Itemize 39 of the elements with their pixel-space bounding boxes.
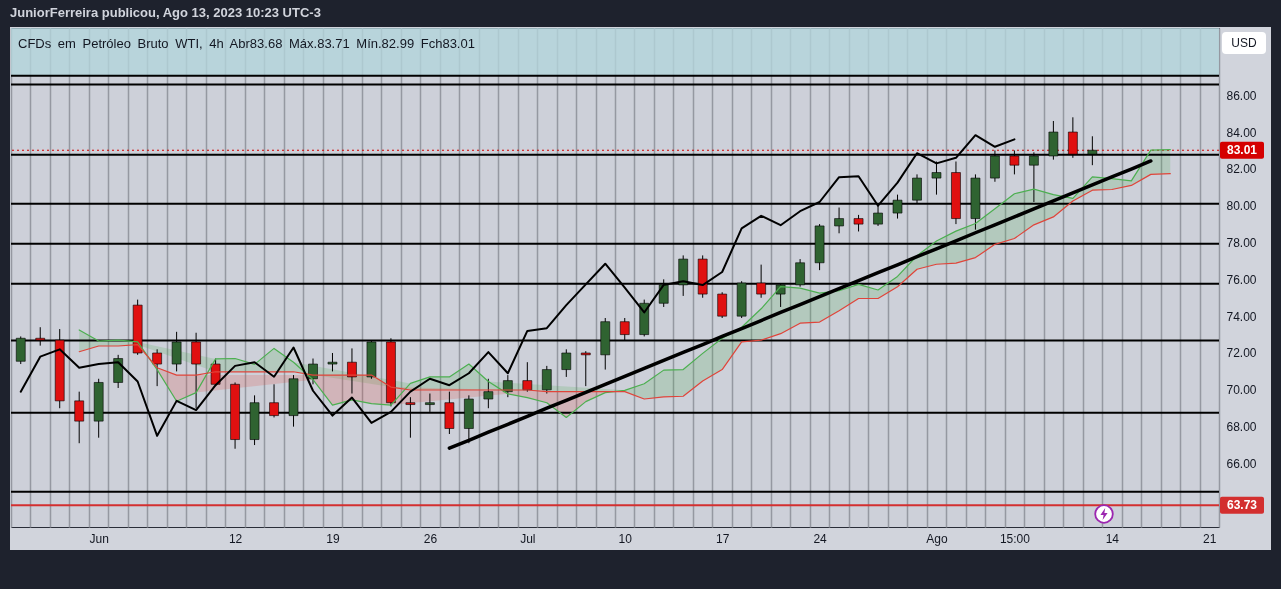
chart-subtitle: JuniorFerreira publicou, Ago 13, 2023 10:23 UTC-3 [10, 5, 321, 20]
candlestick [522, 361, 533, 393]
candlestick [561, 348, 572, 378]
text: CFDs em Petróleo Bruto WTI, 4h Abr83.68 Máx.83.71 Mín.82.99 Fch83.01 [18, 36, 475, 51]
x-tick-label: Ago [926, 531, 948, 546]
y-tick-label: 70.00 [1226, 383, 1257, 398]
x-tick-label: 17 [715, 531, 730, 546]
x-tick-label: 21 [1203, 531, 1217, 546]
x-tick-label: Jul [520, 531, 536, 546]
y-tick-label: 76.00 [1226, 272, 1257, 287]
candlestick [347, 347, 357, 394]
candlestick [717, 291, 727, 319]
y-tick-label: 68.00 [1226, 420, 1257, 435]
y-tick-label: 82.00 [1226, 162, 1257, 177]
y-tick-label: 78.00 [1226, 236, 1257, 251]
x-tick-label: 10 [618, 531, 633, 546]
x-tick-label: 14 [1105, 531, 1120, 546]
candlestick [580, 350, 591, 387]
y-tick-label: 84.00 [1226, 125, 1257, 140]
x-tick-label: 26 [423, 531, 438, 546]
x-tick-label: 15:00 [999, 531, 1031, 546]
y-tick-label: 72.00 [1226, 346, 1257, 361]
y-tick-label: 86.00 [1226, 88, 1257, 103]
y-tick-label: 74.00 [1226, 309, 1257, 324]
candlestick [483, 378, 494, 409]
x-tick-label: 24 [813, 531, 828, 546]
candlestick [152, 348, 162, 387]
y-tick-label: 80.00 [1226, 199, 1257, 214]
candlestick [931, 161, 942, 196]
candlestick [834, 207, 844, 234]
ref-line-label: 63.73 [1226, 498, 1258, 513]
x-tick-label: Jun [89, 531, 109, 546]
x-tick-label: 12 [228, 531, 243, 546]
x-tick-label: 19 [326, 531, 340, 546]
candlestick [542, 365, 552, 394]
ref-line-label: 83.01 [1226, 143, 1258, 158]
candlestick [327, 352, 338, 372]
y-tick-label: 66.00 [1226, 456, 1257, 471]
y-axis-title: USD [1222, 32, 1266, 54]
